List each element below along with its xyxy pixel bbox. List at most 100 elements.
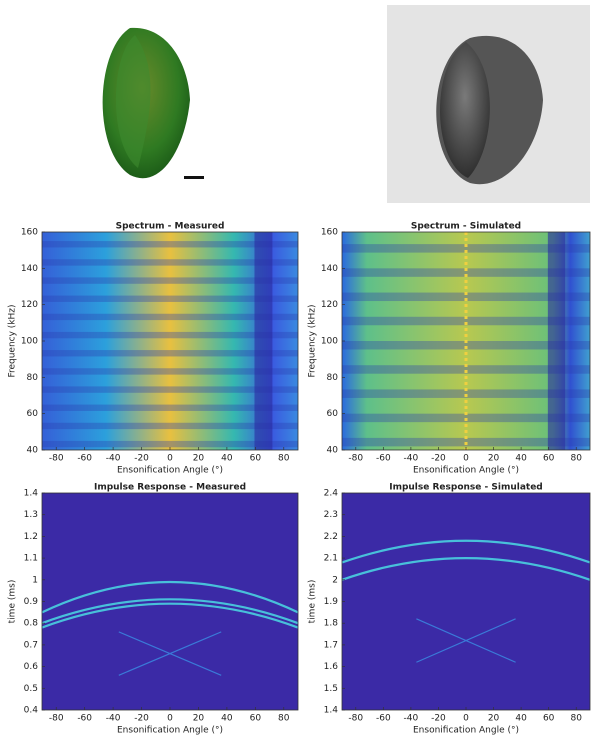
y-axis-label: Frequency (kHz) bbox=[8, 304, 18, 377]
x-tick-label: -20 bbox=[431, 454, 446, 464]
y-tick-label: 1.5 bbox=[324, 684, 338, 694]
x-tick-label: -80 bbox=[49, 454, 64, 464]
y-tick-label: 1.4 bbox=[24, 489, 39, 499]
x-tick-label: 80 bbox=[278, 454, 290, 464]
heatmap-band bbox=[42, 368, 298, 375]
x-tick-label: -60 bbox=[376, 454, 391, 464]
y-tick-label: 80 bbox=[327, 373, 339, 383]
y-tick-label: 0.5 bbox=[24, 684, 38, 694]
y-tick-label: 1.2 bbox=[24, 532, 38, 542]
y-tick-label: 2.4 bbox=[324, 489, 339, 499]
heatmap-band bbox=[42, 386, 298, 393]
y-tick-label: 140 bbox=[21, 264, 38, 274]
y-tick-label: 0.8 bbox=[24, 619, 39, 629]
y-tick-label: 100 bbox=[321, 337, 338, 347]
y-tick-label: 1.3 bbox=[24, 510, 38, 520]
x-tick-label: 0 bbox=[463, 454, 469, 464]
y-tick-label: 2.2 bbox=[324, 532, 338, 542]
heatmap-band bbox=[42, 277, 298, 284]
y-tick-label: 0.9 bbox=[24, 597, 39, 607]
x-tick-label: 20 bbox=[193, 454, 205, 464]
x-tick-label: 80 bbox=[278, 714, 290, 724]
x-axis-label: Ensonification Angle (°) bbox=[117, 466, 223, 476]
x-tick-label: -60 bbox=[376, 714, 391, 724]
y-axis-label: time (ms) bbox=[8, 580, 18, 624]
heatmap-band bbox=[42, 313, 298, 321]
x-tick-label: -80 bbox=[49, 714, 64, 724]
y-tick-label: 2 bbox=[332, 575, 338, 585]
x-tick-label: -20 bbox=[134, 454, 149, 464]
chart: -80 -60 -40 -20 0 20 40 60 80 40 60 80 100 120 140 160 S… bbox=[8, 222, 299, 476]
y-tick-label: 1 bbox=[32, 575, 38, 585]
x-tick-label: -20 bbox=[431, 714, 446, 724]
x-tick-label: 40 bbox=[515, 714, 527, 724]
x-tick-label: 20 bbox=[193, 714, 205, 724]
x-tick-label: -40 bbox=[404, 454, 419, 464]
heatmap-band bbox=[342, 244, 590, 253]
chart-title: Impulse Response - Measured bbox=[94, 483, 246, 493]
y-tick-label: 1.8 bbox=[324, 619, 339, 629]
y-tick-label: 0.7 bbox=[24, 640, 38, 650]
x-tick-label: 40 bbox=[221, 454, 233, 464]
heatmap-band bbox=[342, 316, 590, 326]
x-tick-label: -40 bbox=[106, 454, 121, 464]
y-tick-label: 160 bbox=[321, 228, 338, 238]
x-tick-label: -60 bbox=[77, 714, 92, 724]
chart: -80 -60 -40 -20 0 20 40 60 80 0.4 0.5 0.6 0.7 0.8 0.9 1… bbox=[8, 483, 299, 736]
y-tick-label: 1.6 bbox=[324, 662, 339, 672]
x-tick-label: 20 bbox=[488, 714, 500, 724]
chart-title: Spectrum - Measured bbox=[116, 222, 225, 232]
y-tick-label: 0.6 bbox=[24, 662, 39, 672]
heatmap-band bbox=[342, 292, 590, 302]
x-tick-label: 20 bbox=[488, 454, 500, 464]
y-tick-label: 60 bbox=[27, 409, 39, 419]
y-tick-label: 120 bbox=[21, 300, 38, 310]
x-tick-label: -20 bbox=[134, 714, 149, 724]
heatmap-band bbox=[42, 331, 298, 339]
heatmap-edge bbox=[547, 232, 566, 450]
x-tick-label: 60 bbox=[250, 714, 262, 724]
y-axis-label: Frequency (kHz) bbox=[308, 304, 318, 377]
x-tick-label: 60 bbox=[250, 454, 262, 464]
chart: -80 -60 -40 -20 0 20 40 60 80 40 60 80 100 120 140 160 S… bbox=[308, 222, 591, 476]
heatmap-band bbox=[42, 404, 298, 411]
x-tick-label: 40 bbox=[515, 454, 527, 464]
x-axis-label: Ensonification Angle (°) bbox=[413, 466, 519, 476]
photo-measured bbox=[102, 27, 204, 179]
x-tick-label: 80 bbox=[570, 714, 582, 724]
x-tick-label: 0 bbox=[463, 714, 469, 724]
heatmap-band bbox=[342, 413, 590, 423]
x-tick-label: -80 bbox=[348, 714, 363, 724]
y-tick-label: 100 bbox=[21, 337, 38, 347]
y-tick-label: 1.4 bbox=[324, 706, 339, 716]
y-tick-label: 80 bbox=[27, 373, 39, 383]
heatmap-band bbox=[42, 295, 298, 302]
y-tick-label: 2.1 bbox=[324, 554, 338, 564]
heatmap-image bbox=[342, 493, 590, 710]
heatmap-arc bbox=[341, 539, 591, 564]
y-tick-label: 140 bbox=[321, 264, 338, 274]
x-axis-label: Ensonification Angle (°) bbox=[117, 726, 223, 736]
chart-title: Spectrum - Simulated bbox=[411, 222, 521, 232]
y-tick-label: 1.7 bbox=[324, 640, 338, 650]
y-tick-label: 160 bbox=[21, 228, 38, 238]
x-axis-label: Ensonification Angle (°) bbox=[413, 726, 519, 736]
x-tick-label: -40 bbox=[404, 714, 419, 724]
heatmap-band bbox=[42, 241, 298, 248]
heatmap-band bbox=[42, 259, 298, 266]
heatmap-arc bbox=[41, 602, 299, 629]
heatmap-band bbox=[342, 341, 590, 350]
heatmap-arc bbox=[41, 580, 299, 614]
y-tick-label: 40 bbox=[27, 446, 39, 456]
photo-simulated bbox=[387, 5, 590, 203]
y-tick-label: 2.3 bbox=[324, 510, 338, 520]
y-axis-label: time (ms) bbox=[308, 580, 318, 624]
x-tick-label: 40 bbox=[221, 714, 233, 724]
heatmap-band bbox=[42, 350, 298, 357]
y-tick-label: 1.1 bbox=[24, 554, 38, 564]
heatmap-arc bbox=[41, 598, 299, 625]
x-tick-label: -60 bbox=[77, 454, 92, 464]
x-tick-label: 0 bbox=[167, 714, 173, 724]
y-tick-label: 1.9 bbox=[324, 597, 339, 607]
